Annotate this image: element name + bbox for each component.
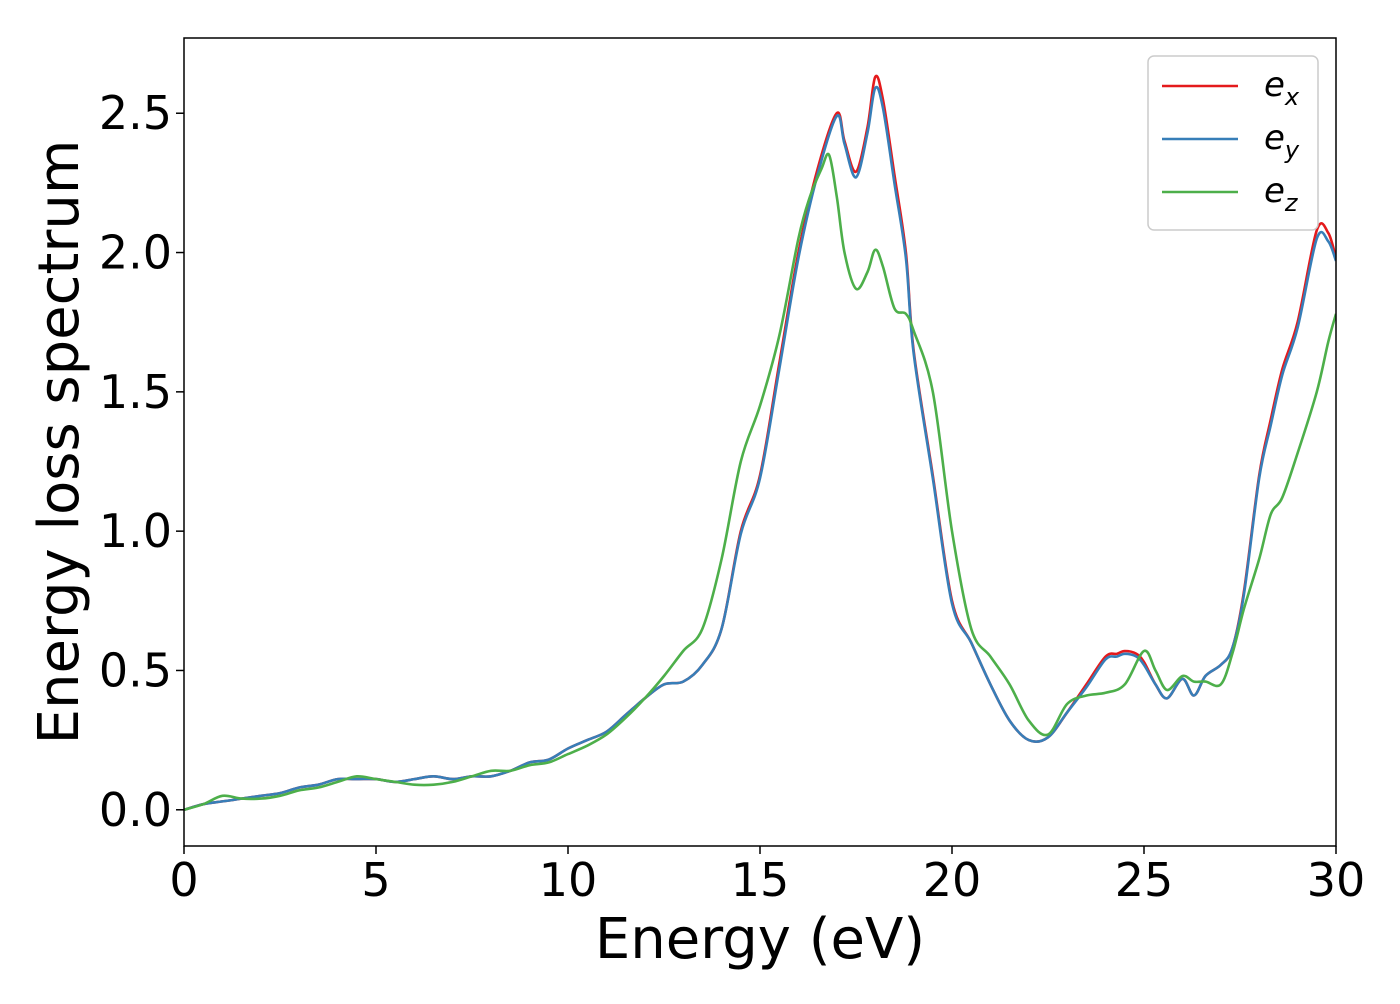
y-tick-label: 0.5	[99, 643, 172, 697]
x-tick-label: 10	[539, 853, 598, 907]
y-tick-label: 0.0	[99, 783, 172, 837]
y-axis-label: Energy loss spectrum	[27, 140, 92, 745]
x-tick-label: 15	[731, 853, 790, 907]
series-line-e-y	[184, 85, 1336, 812]
y-tick-label: 1.0	[99, 504, 172, 558]
x-tick-label: 0	[169, 853, 198, 907]
x-tick-label: 5	[361, 853, 390, 907]
x-tick-label: 30	[1307, 853, 1366, 907]
y-tick-label: 2.0	[99, 226, 172, 280]
series-line-e-z	[184, 152, 1336, 812]
legend-box	[1147, 55, 1319, 231]
x-axis-label: Energy (eV)	[595, 907, 925, 972]
x-tick-label: 20	[923, 853, 982, 907]
y-tick-label: 1.5	[99, 365, 172, 419]
y-tick-label: 2.5	[99, 86, 172, 140]
x-tick-label: 25	[1115, 853, 1174, 907]
